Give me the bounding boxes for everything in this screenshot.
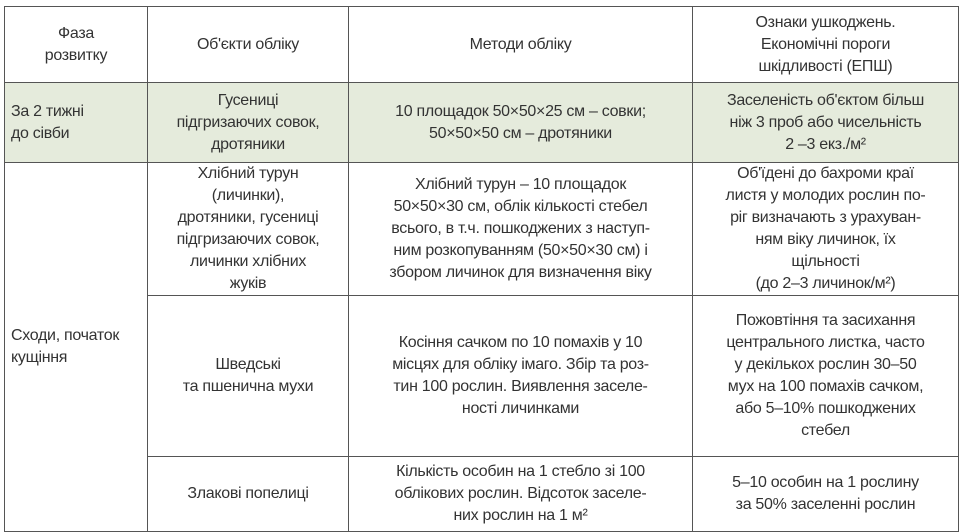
table-row: Злакові попелиці Кількість особин на 1 с… [5,456,959,532]
table-row: Шведські та пшенична мухи Косіння сачком… [5,295,959,457]
cell-method: 10 площадок 50×50×25 см – совки; 50×50×5… [348,82,693,163]
cell-method: Хлібний турун – 10 площадок 50×50×30 см,… [348,162,693,296]
cell-threshold: Об'їдені до бахроми краї листя у молодих… [692,162,959,296]
table-row: За 2 тижні до сівби Гусениці підгризаючи… [4,82,959,163]
header-thresholds: Ознаки ушкоджень. Економічні пороги шкід… [692,6,959,83]
cell-object: Гусениці підгризаючих совок, дротяники [147,82,349,163]
header-phase: Фаза розвитку [4,6,148,83]
cell-object: Злакові попелиці [147,456,349,532]
cell-threshold: Пожовтіння та засихання центрального лис… [692,295,959,457]
cell-object: Хлібний турун (личинки), дротяники, гусе… [147,162,349,296]
header-methods: Методи обліку [348,6,693,83]
pest-monitoring-table: Фаза розвитку Об'єкти обліку Методи облі… [4,6,959,532]
cell-method: Кількість особин на 1 стебло зі 100 облі… [348,456,693,532]
header-row: Фаза розвитку Об'єкти обліку Методи облі… [4,6,959,83]
cell-threshold: 5–10 особин на 1 рослину за 50% заселенн… [692,456,959,532]
cell-method: Косіння сачком по 10 помахів у 10 місцях… [348,295,693,457]
cell-phase: Сходи, початок кущіння [4,162,148,532]
cell-phase: За 2 тижні до сівби [4,82,148,163]
cell-object: Шведські та пшенична мухи [147,295,349,457]
header-objects: Об'єкти обліку [147,6,349,83]
table-row: Сходи, початок кущіння Хлібний турун (ли… [4,162,959,532]
cell-threshold: Заселеність об'єктом більш ніж 3 проб аб… [692,82,959,163]
